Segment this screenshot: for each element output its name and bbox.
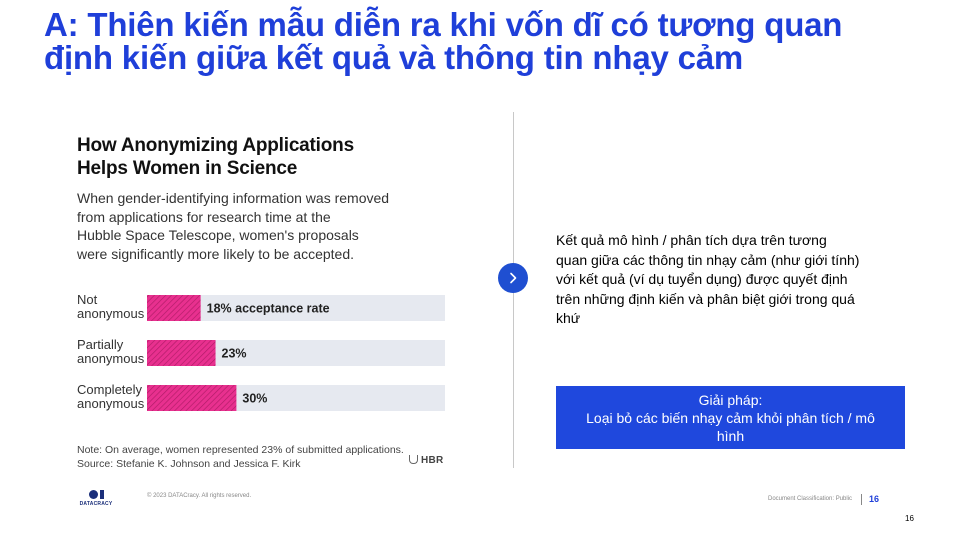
explanation-line: với kết quả (ví dụ tuyển dụng) được quyế… bbox=[556, 271, 848, 287]
figure-description-line: were significantly more likely to be acc… bbox=[77, 245, 355, 262]
data-label: 18% acceptance rate bbox=[207, 302, 330, 316]
hbr-figure: How Anonymizing Applications Helps Women… bbox=[77, 134, 447, 263]
category-label-line: anonymous bbox=[77, 306, 145, 321]
solution-box: Giải pháp: Loại bỏ các biến nhạy cảm khỏ… bbox=[556, 386, 905, 449]
copyright-text: © 2023 DATACracy. All rights reserved. bbox=[147, 493, 252, 499]
next-arrow-button[interactable] bbox=[498, 263, 528, 293]
bar bbox=[147, 340, 216, 366]
logo-dot bbox=[88, 489, 98, 499]
slide-title-line: định kiến giữa kết quả và thông tin nhạy… bbox=[44, 39, 744, 76]
explanation-line: khứ bbox=[556, 310, 581, 326]
footer-separator bbox=[861, 494, 862, 505]
data-label: 23% bbox=[222, 347, 247, 361]
solution-line: hình bbox=[716, 427, 745, 444]
category-label-line: Completely bbox=[77, 382, 143, 397]
figure-title-line: How Anonymizing Applications bbox=[77, 135, 354, 156]
hbr-shield-icon bbox=[409, 455, 418, 464]
category-label: Not anonymous bbox=[77, 293, 145, 321]
figure-note-line: Note: On average, women represented 23% … bbox=[77, 444, 404, 456]
solution-heading: Giải pháp: bbox=[698, 391, 763, 408]
bar bbox=[147, 385, 237, 411]
figure-source-line: Source: Stefanie K. Johnson and Jessica … bbox=[77, 458, 301, 470]
datacracy-logo-mark bbox=[78, 489, 114, 499]
explanation-line: Kết quả mô hình / phân tích dựa trên tươ… bbox=[556, 232, 827, 248]
explanation-text: Kết quả mô hình / phân tích dựa trên tươ… bbox=[556, 231, 906, 329]
data-label: 30% bbox=[242, 392, 267, 406]
hbr-logo-text: HBR bbox=[421, 455, 444, 466]
category-label-line: Not bbox=[77, 293, 98, 307]
figure-title-line: Helps Women in Science bbox=[77, 158, 298, 179]
explanation-line: quan giữa các thông tin nhạy cảm (như gi… bbox=[556, 251, 860, 268]
datacracy-logo: DATACRACY bbox=[78, 489, 114, 507]
logo-bar bbox=[99, 489, 104, 499]
figure-description: When gender-identifying information was … bbox=[77, 189, 447, 263]
solution-line: Loại bỏ các biến nhạy cảm khỏi phân tích… bbox=[586, 409, 875, 426]
figure-description-line: Hubble Space Telescope, women's proposal… bbox=[77, 227, 359, 243]
category-label-line: anonymous bbox=[77, 396, 145, 411]
acceptance-rate-chart: 18% acceptance rate Not anonymous 23% Partia… bbox=[77, 293, 447, 423]
category-label: Completely anonymous bbox=[77, 382, 145, 411]
bar bbox=[147, 295, 201, 321]
slide-title: A: Thiên kiến mẫu diễn ra khi vốn dĩ có … bbox=[44, 8, 944, 74]
slide-title-line: A: Thiên kiến mẫu diễn ra khi vốn dĩ có … bbox=[44, 6, 843, 43]
figure-note: Note: On average, women represented 23% … bbox=[77, 443, 417, 471]
document-classification: Document Classification: Public bbox=[768, 496, 853, 502]
figure-description-line: When gender-identifying information was … bbox=[77, 190, 390, 206]
page-number: 16 bbox=[869, 494, 880, 504]
category-label: Partially anonymous bbox=[77, 337, 145, 366]
category-label-line: anonymous bbox=[77, 351, 145, 366]
chevron-right-icon bbox=[510, 272, 517, 284]
explanation-line: trên những định kiến và phân biệt giới t… bbox=[556, 290, 855, 307]
hbr-logo: HBR bbox=[409, 455, 444, 466]
category-label-line: Partially bbox=[77, 337, 124, 352]
logo-text: DATACRACY bbox=[79, 501, 113, 507]
corner-page-number: 16 bbox=[905, 514, 914, 523]
figure-description-line: from applications for research time at t… bbox=[77, 208, 331, 225]
figure-title: How Anonymizing Applications Helps Women… bbox=[77, 134, 447, 180]
